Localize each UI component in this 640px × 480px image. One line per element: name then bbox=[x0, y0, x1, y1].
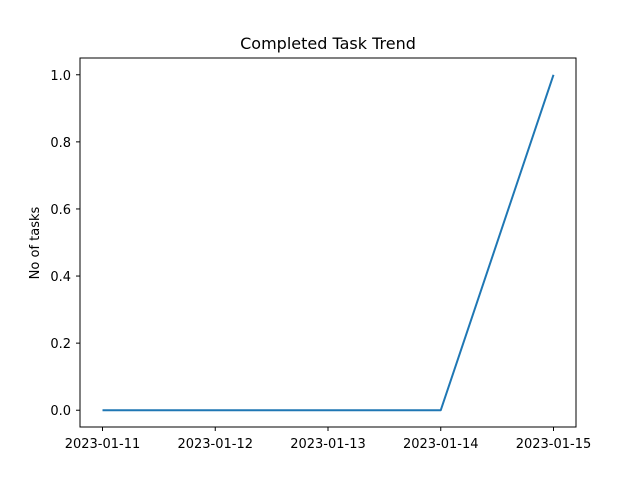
series-layer bbox=[102, 74, 555, 412]
x-axis-ticks: 2023-01-11 2023-01-12 2023-01-13 2023-01-14… bbox=[65, 427, 592, 452]
series-line bbox=[102, 74, 555, 412]
plot-area-frame bbox=[79, 57, 577, 428]
y-tick-label: 0.6 bbox=[50, 203, 71, 218]
y-tick-label: 0.8 bbox=[50, 136, 71, 151]
x-tick-label: 2023-01-14 bbox=[403, 437, 479, 452]
x-tick-label: 2023-01-11 bbox=[65, 437, 141, 452]
y-tick-label: 0.4 bbox=[50, 270, 71, 285]
x-tick-label: 2023-01-12 bbox=[177, 437, 253, 452]
y-tick-label: 0.0 bbox=[50, 404, 71, 419]
x-tick-label: 2023-01-13 bbox=[290, 437, 366, 452]
chart-title: Completed Task Trend bbox=[240, 34, 416, 53]
y-tick-label: 1.0 bbox=[50, 69, 71, 84]
y-tick-label: 0.2 bbox=[50, 337, 71, 352]
x-tick-label: 2023-01-15 bbox=[516, 437, 592, 452]
y-axis-label: No of tasks bbox=[28, 206, 43, 279]
y-axis-ticks: 0.0 0.2 0.4 0.6 0.8 1.0 bbox=[50, 69, 80, 419]
